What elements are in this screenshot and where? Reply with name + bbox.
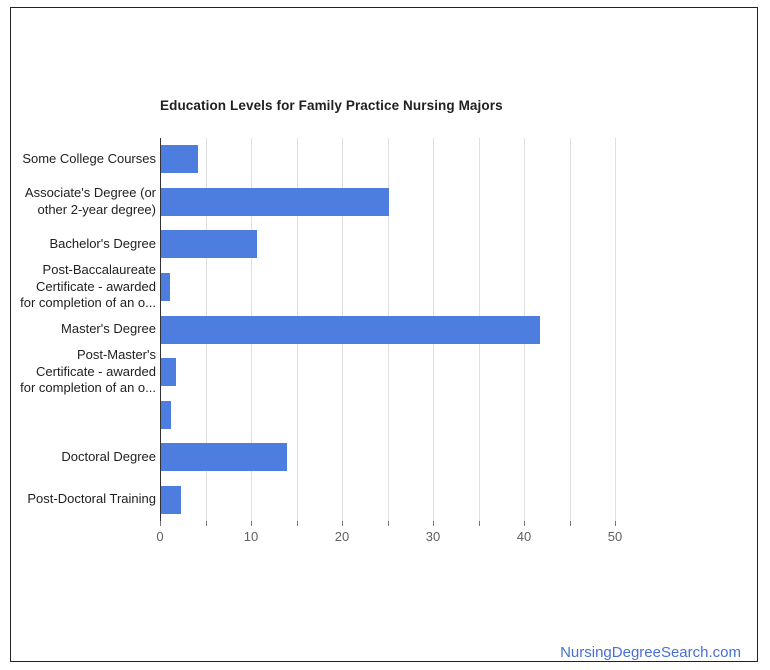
gridline [569,138,571,521]
nursingdegreesearch-link[interactable]: NursingDegreeSearch.com [560,644,741,661]
y-axis-category-label: Post-Doctoral Training [27,491,156,507]
gridline [615,138,616,521]
y-axis-category-label: Post-Master's Certificate - awarded for co… [20,347,156,396]
x-axis-tick-label: 10 [243,529,259,544]
x-axis-tick [342,521,343,526]
x-axis-tick [296,521,298,526]
x-axis-tick [160,521,161,526]
bar-some-college-courses [161,145,199,174]
x-axis-tick [433,521,434,526]
y-axis-category-label: Some College Courses [22,151,156,167]
y-axis-category-label: Bachelor's Degree [49,236,156,252]
y-axis-baseline [160,138,161,521]
bar-associate-s-degree-or-other-2-year-degre [161,187,390,216]
bar-post-master-s-certificate-awarded-for-co [161,358,177,387]
x-axis-tick [478,521,480,526]
x-axis-tick-label: 50 [607,529,623,544]
chart-frame-border: Education Levels for Family Practice Nur… [10,7,758,662]
y-axis-category-label: Associate's Degree (or other 2-year degre… [24,185,156,217]
bar-bachelor-s-degree [161,230,257,259]
x-axis-tick [524,521,525,526]
x-axis-tick [387,521,389,526]
x-axis-tick [615,521,616,526]
x-axis-tick [569,521,571,526]
chart-title: Education Levels for Family Practice Nur… [160,98,503,113]
x-axis-tick [251,521,252,526]
x-axis-tick [205,521,207,526]
bar-post-baccalaureate-certificate-awarded-f [161,272,171,301]
plot-area: 0 10 20 30 40 50 [156,138,622,544]
bar-master-s-degree [161,315,540,344]
bar-unlabeled [161,400,171,429]
bar-doctoral-degree [161,443,288,472]
x-axis-tick-label: 0 [156,529,164,544]
y-axis-category-label: Doctoral Degree [61,448,156,464]
x-axis-tick-label: 20 [334,529,350,544]
y-axis-category-label: Post-Baccalaureate Certificate - awarded f… [20,262,156,311]
x-axis-tick-label: 40 [516,529,532,544]
bar-post-doctoral-training [161,485,182,514]
x-axis-tick-label: 30 [425,529,441,544]
y-axis-category-label: Master's Degree [61,321,156,337]
